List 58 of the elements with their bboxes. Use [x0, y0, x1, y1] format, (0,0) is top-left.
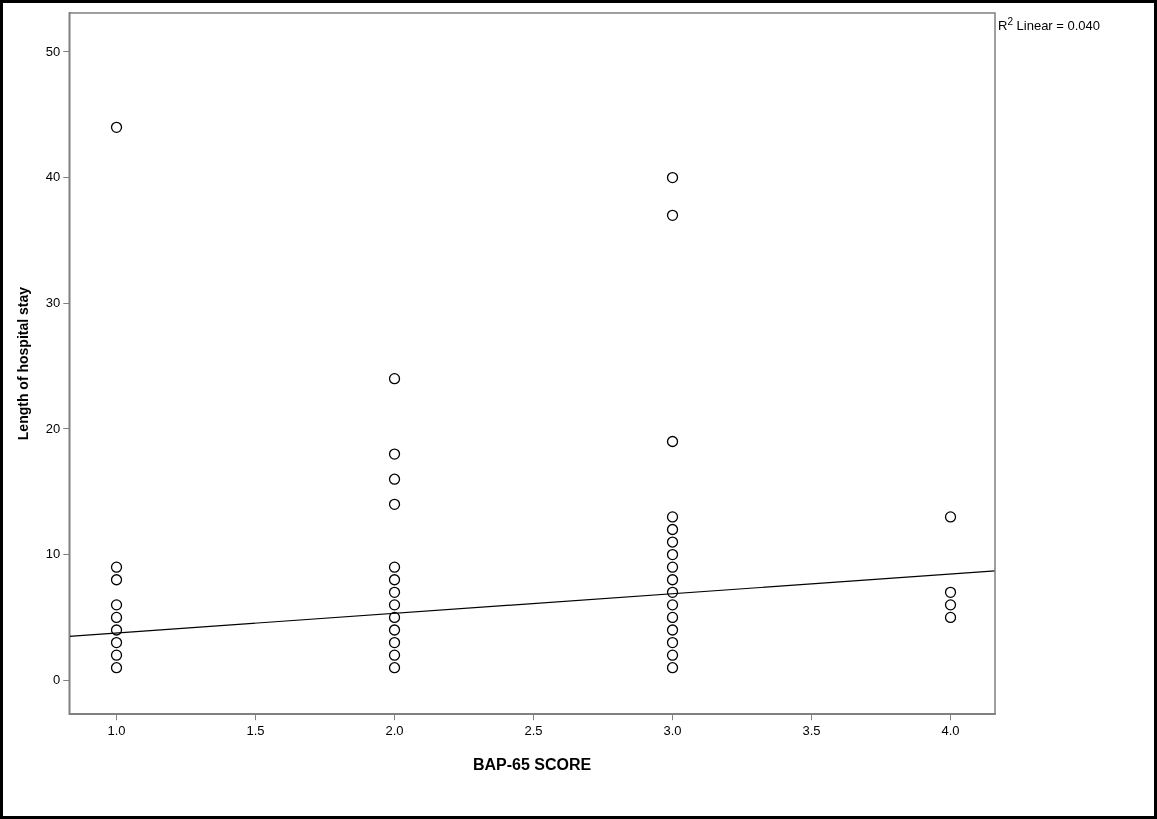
- point: [388, 498, 401, 510]
- point: [666, 209, 679, 221]
- point: [388, 649, 401, 661]
- point: [944, 611, 957, 624]
- point: [666, 611, 679, 624]
- point: [666, 574, 679, 586]
- point: [388, 574, 401, 586]
- x-axis-title: BAP-65 SCORE: [473, 755, 592, 773]
- point: [666, 523, 679, 536]
- point: [666, 636, 679, 649]
- y-tick-label: 30: [45, 294, 61, 310]
- point: [110, 636, 123, 649]
- x-tick-label: 3.0: [663, 722, 682, 738]
- y-axis-title: Length of hospital stay: [15, 286, 32, 441]
- point: [666, 662, 679, 674]
- point: [110, 121, 123, 133]
- point: [666, 649, 679, 661]
- y-tick-label: 0: [53, 671, 61, 687]
- x-tick-label: 3.5: [802, 722, 821, 738]
- point: [666, 624, 679, 636]
- point: [110, 574, 123, 586]
- x-tick-label: 1.5: [246, 722, 265, 738]
- x-tick-label: 4.0: [941, 722, 960, 738]
- point: [666, 171, 679, 184]
- point: [388, 586, 401, 598]
- point: [944, 586, 957, 598]
- y-tick-label: 50: [45, 43, 61, 59]
- point: [388, 611, 401, 624]
- point: [110, 662, 123, 674]
- point: [944, 511, 957, 523]
- x-tick-label: 2.0: [385, 722, 404, 738]
- point: [388, 373, 401, 385]
- point: [666, 548, 679, 561]
- x-tick-label: 2.5: [524, 722, 543, 738]
- point: [388, 448, 401, 460]
- point: [666, 435, 679, 448]
- point: [666, 561, 679, 573]
- point: [944, 599, 957, 611]
- point: [388, 473, 401, 485]
- point: [666, 536, 679, 548]
- y-tick-label: 40: [45, 169, 61, 185]
- point: [110, 649, 123, 661]
- text: R$^{2}$ Linear = 0.040: [998, 16, 1101, 34]
- point: [110, 611, 123, 624]
- point: [388, 624, 401, 636]
- point: [388, 599, 401, 611]
- y-tick-label: 20: [45, 420, 61, 436]
- y-tick-label: 10: [45, 546, 61, 562]
- point: [666, 586, 679, 598]
- point: [666, 599, 679, 611]
- x-tick-label: 1.0: [107, 722, 126, 738]
- point: [388, 662, 401, 674]
- point: [388, 636, 401, 649]
- point: [388, 561, 401, 573]
- point: [666, 511, 679, 523]
- point: [110, 599, 123, 611]
- point: [110, 624, 123, 636]
- point: [110, 561, 123, 573]
